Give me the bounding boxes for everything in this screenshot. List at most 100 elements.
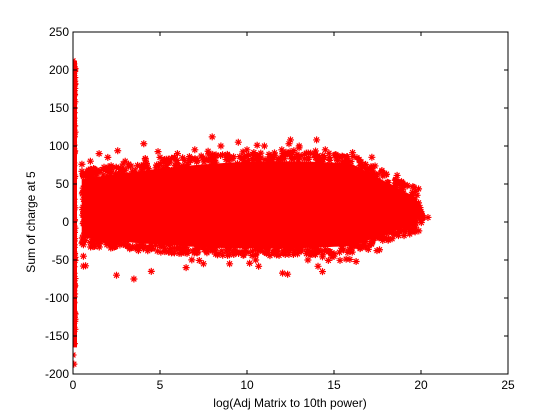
data-point <box>196 168 204 176</box>
data-point <box>344 235 352 243</box>
data-point <box>192 244 200 252</box>
data-point <box>233 172 241 180</box>
data-point <box>197 209 205 217</box>
data-point <box>96 178 104 186</box>
data-point <box>227 201 235 209</box>
data-point <box>99 166 107 174</box>
data-point <box>178 193 186 201</box>
data-point <box>277 155 285 163</box>
data-point <box>406 197 414 205</box>
data-point <box>278 226 286 234</box>
data-point <box>365 241 373 249</box>
data-point <box>298 175 306 183</box>
data-point <box>299 228 307 236</box>
data-point <box>265 220 273 228</box>
data-point <box>248 247 256 255</box>
data-point <box>185 195 193 203</box>
data-point <box>178 189 186 197</box>
data-point <box>253 225 261 233</box>
data-point <box>357 220 365 228</box>
data-point <box>312 214 320 222</box>
data-point <box>291 225 299 233</box>
data-point <box>159 164 167 172</box>
data-point <box>381 216 389 224</box>
data-point <box>254 187 262 195</box>
data-point <box>222 156 230 164</box>
data-point <box>152 241 160 249</box>
data-point <box>261 156 269 164</box>
data-point <box>252 214 260 222</box>
data-point <box>126 218 134 226</box>
data-point <box>73 187 78 195</box>
data-point <box>219 210 227 218</box>
data-point <box>113 271 120 279</box>
data-point <box>177 184 185 192</box>
data-point <box>313 209 321 217</box>
data-point <box>227 196 235 204</box>
data-point <box>336 256 344 264</box>
data-point <box>370 218 378 226</box>
data-point <box>73 250 79 258</box>
data-point <box>113 183 121 191</box>
data-point <box>324 256 332 264</box>
data-point <box>227 174 235 182</box>
data-point <box>169 230 177 238</box>
data-point <box>400 232 408 240</box>
data-point <box>241 190 249 198</box>
data-point <box>403 182 411 190</box>
data-point <box>338 164 346 172</box>
data-point <box>186 233 194 241</box>
data-point <box>180 233 188 241</box>
data-point <box>365 172 373 180</box>
data-point <box>272 215 280 223</box>
data-point <box>249 205 257 213</box>
data-point <box>185 212 193 220</box>
data-point <box>405 194 413 202</box>
data-point <box>186 190 194 198</box>
data-point <box>161 178 169 186</box>
data-point <box>265 150 273 158</box>
data-point <box>383 191 391 199</box>
data-point <box>119 166 127 174</box>
data-point <box>225 215 233 223</box>
data-point <box>282 207 290 215</box>
data-point <box>166 242 174 250</box>
data-point <box>99 197 107 205</box>
data-point <box>416 204 424 212</box>
data-point <box>226 260 234 268</box>
data-point <box>137 221 145 229</box>
data-point <box>109 178 117 186</box>
data-point <box>104 215 112 223</box>
data-point <box>144 182 152 190</box>
data-point <box>355 241 363 249</box>
data-point <box>355 155 363 163</box>
data-point <box>161 201 169 209</box>
data-point <box>122 185 130 193</box>
data-point <box>345 245 353 253</box>
data-point <box>121 195 129 203</box>
data-point <box>208 152 216 160</box>
data-point <box>230 205 238 213</box>
data-point <box>208 133 216 141</box>
data-point <box>358 227 366 235</box>
data-point <box>219 203 227 211</box>
data-point <box>181 162 189 170</box>
data-point <box>190 191 198 199</box>
data-point <box>410 227 418 235</box>
data-point <box>204 230 212 238</box>
data-point <box>82 194 90 202</box>
data-point <box>325 197 333 205</box>
data-point <box>214 203 222 211</box>
data-point <box>105 212 113 220</box>
data-point <box>295 190 303 198</box>
data-point <box>217 142 225 150</box>
data-point <box>318 268 326 276</box>
data-point <box>201 205 209 213</box>
data-point <box>128 168 136 176</box>
data-point <box>91 165 99 173</box>
data-point <box>144 206 152 214</box>
data-point <box>328 162 336 170</box>
data-point <box>234 138 242 146</box>
data-point <box>269 221 277 229</box>
